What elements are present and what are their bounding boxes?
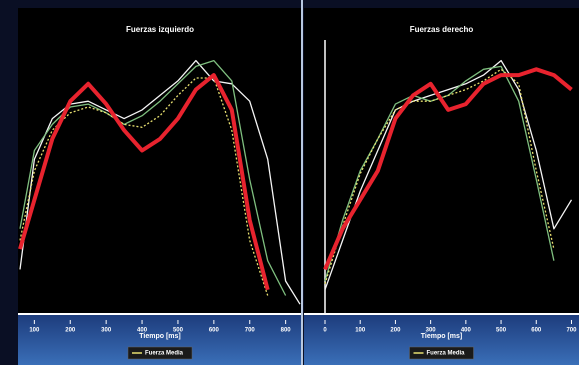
x-tick-label: 100 <box>29 328 40 334</box>
x-tick-label: 600 <box>209 328 220 334</box>
x-tick-label: 200 <box>65 328 76 334</box>
x-axis-label: Tiempo [ms] <box>139 333 181 340</box>
x-tick-label: 300 <box>101 328 112 334</box>
chart-title: Fuerzas derecho <box>410 25 474 34</box>
x-tick-label: 700 <box>566 328 577 334</box>
chart: Fuerzas izquierdo 100 200 300 400 500 600 700 80… <box>0 0 579 365</box>
page: Fuerzas izquierdo 100 200 300 400 500 600 700 80… <box>0 0 579 365</box>
x-axis-label: Tiempo [ms] <box>421 333 463 340</box>
x-tick-label: 800 <box>281 328 292 334</box>
x-tick-label: 700 <box>245 328 256 334</box>
legend-label: Fuerza Media <box>145 351 184 357</box>
panel <box>304 8 579 313</box>
x-tick-label: 500 <box>496 328 507 334</box>
x-tick-label: 600 <box>531 328 542 334</box>
legend-label: Fuerza Media <box>427 351 466 357</box>
panel <box>18 8 302 313</box>
x-tick-label: 100 <box>355 328 366 334</box>
x-tick-label: 200 <box>390 328 401 334</box>
chart-title: Fuerzas izquierdo <box>126 25 194 34</box>
x-tick-label: 400 <box>461 328 472 334</box>
